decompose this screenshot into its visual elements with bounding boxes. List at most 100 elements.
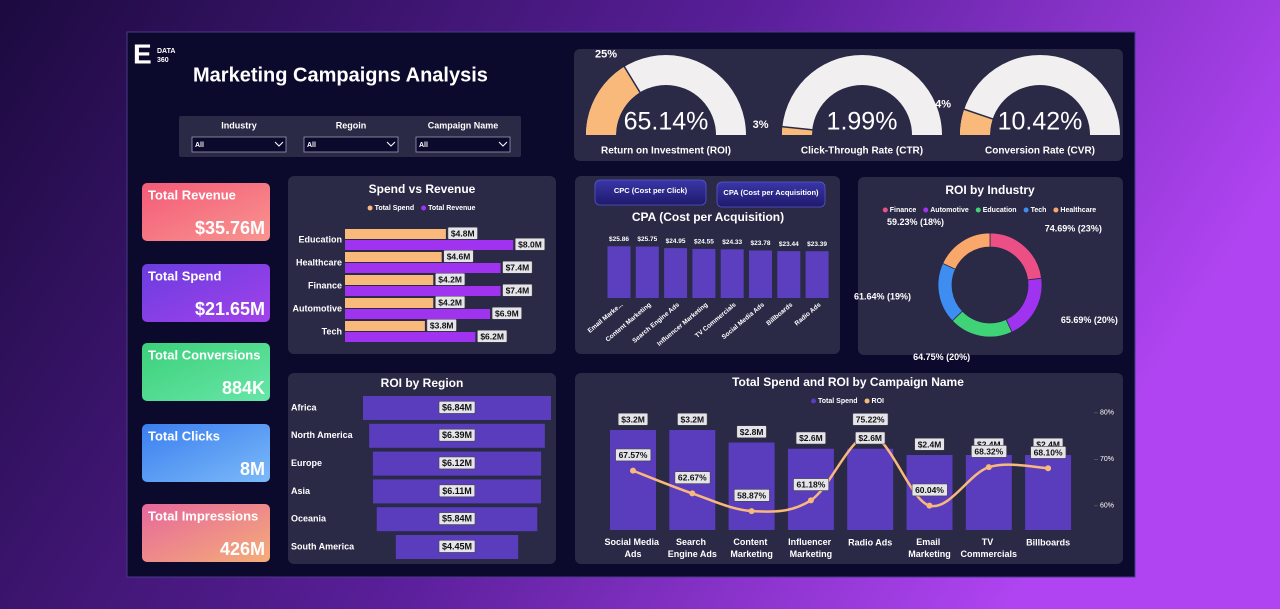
data-label: $4.2M [438, 274, 462, 284]
kpi-value: $35.76M [195, 218, 265, 238]
gauge-marker [622, 64, 642, 95]
legend-label: Total Spend [818, 398, 858, 405]
data-label: $6.39M [442, 430, 472, 440]
toggle-button-label: CPC (Cost per Click) [614, 186, 688, 195]
dropdown-chevron [498, 141, 508, 147]
kpi-label: Total Spend [148, 268, 221, 283]
data-label-box [911, 483, 948, 497]
data-label: $24.33 [722, 239, 742, 246]
data-label-box [434, 295, 466, 309]
bar [345, 252, 442, 262]
data-label: 68.32% [974, 446, 1003, 456]
data-label-box [615, 448, 652, 462]
roi-point [807, 497, 814, 504]
bar [345, 309, 491, 319]
legend-swatch [882, 207, 888, 213]
chart-title: Total Spend and ROI by Campaign Name [732, 375, 964, 389]
data-label: $23.39 [807, 241, 827, 248]
filter-label: Regoin [336, 120, 367, 130]
data-label: 67.57% [619, 450, 648, 460]
data-label-box [736, 425, 767, 439]
data-label: 64.75% (20%) [913, 352, 970, 362]
data-label-box [447, 226, 478, 240]
legend-swatch [811, 398, 816, 404]
data-label: $7.4M [506, 285, 530, 295]
y-tick-label: Oceania [291, 514, 327, 524]
data-label: $6.11M [442, 486, 472, 496]
data-label-box [733, 489, 770, 502]
chart-title: CPA (Cost per Acquisition) [632, 210, 784, 224]
data-label-box [438, 401, 476, 414]
kpi-value: 426M [220, 539, 265, 559]
data-label-box [1030, 446, 1067, 459]
roi-point [630, 467, 636, 474]
logo-text: 360 [157, 57, 169, 64]
gauge-annotation: 25% [595, 49, 617, 61]
data-label: $4.6M [447, 251, 471, 261]
data-label-box [795, 431, 827, 445]
filter-label: Campaign Name [428, 120, 499, 130]
kpi-label: Total Conversions [148, 347, 260, 362]
data-label: $6.2M [480, 331, 504, 341]
roi-point [1045, 465, 1052, 472]
data-label: $23.44 [779, 241, 799, 248]
filter-dropdown[interactable] [415, 136, 511, 153]
data-label: 59.23% (18%) [887, 217, 944, 227]
logo-letter: E [133, 38, 152, 69]
kpi-value: 8M [240, 459, 265, 479]
legend-label: ROI [872, 398, 885, 405]
data-label: $2.6M [799, 433, 823, 443]
data-label-box [438, 456, 476, 470]
roi-point [748, 508, 755, 515]
toggle-button[interactable] [716, 181, 826, 208]
kpi-card [142, 504, 270, 562]
gauge-title: Click-Through Rate (CTR) [801, 146, 923, 157]
data-label: 61.18% [796, 480, 825, 490]
bar [345, 332, 476, 342]
data-label: $2.4M [1036, 439, 1060, 449]
gauge-fill [586, 66, 640, 135]
data-label-box [793, 478, 830, 491]
data-label-box [502, 260, 533, 274]
data-label-box [443, 249, 474, 263]
data-label: $8.0M [518, 239, 542, 249]
data-label: $24.55 [694, 239, 714, 246]
kpi-value: $21.65M [195, 299, 265, 319]
logo-text: DATA [157, 48, 175, 55]
dropdown-chevron [274, 141, 284, 147]
toggle-button[interactable] [594, 179, 707, 206]
filter-dropdown[interactable] [303, 136, 399, 153]
filter-dropdown[interactable] [191, 136, 287, 153]
data-label: $5.84M [442, 514, 472, 524]
bar [345, 298, 434, 308]
legend-swatch [1023, 207, 1029, 213]
filter-label: Industry [221, 120, 257, 130]
y-tick-label: Europe [291, 458, 322, 468]
data-label: 68.10% [1034, 447, 1063, 457]
data-label-box [617, 412, 649, 426]
bar [847, 448, 894, 530]
data-label-box [477, 329, 508, 343]
gauge-marker [780, 125, 815, 131]
data-label: $25.75 [637, 236, 657, 243]
roi-line [632, 433, 1049, 513]
data-label: 65.69% (20%) [1061, 315, 1118, 325]
roi-point [985, 464, 992, 471]
gauge-track [960, 55, 1120, 135]
x-tick-label: TV Commercials [961, 537, 1018, 559]
dashboard-title: Marketing Campaigns Analysis [193, 64, 488, 86]
data-label: $6.84M [442, 402, 472, 412]
data-label: 75.22% [856, 414, 885, 424]
legend-swatch [975, 207, 981, 213]
data-label: 61.64% (19%) [854, 292, 911, 302]
data-label-box [674, 471, 711, 484]
kpi-card [142, 264, 270, 322]
data-label: 74.69% (23%) [1045, 224, 1102, 234]
y-tick-label: North America [291, 430, 354, 440]
legend-label: Finance [890, 207, 917, 214]
data-label: $2.4M [977, 439, 1001, 449]
chart-title: ROI by Industry [945, 183, 1035, 197]
dropdown-chevron [386, 141, 396, 147]
